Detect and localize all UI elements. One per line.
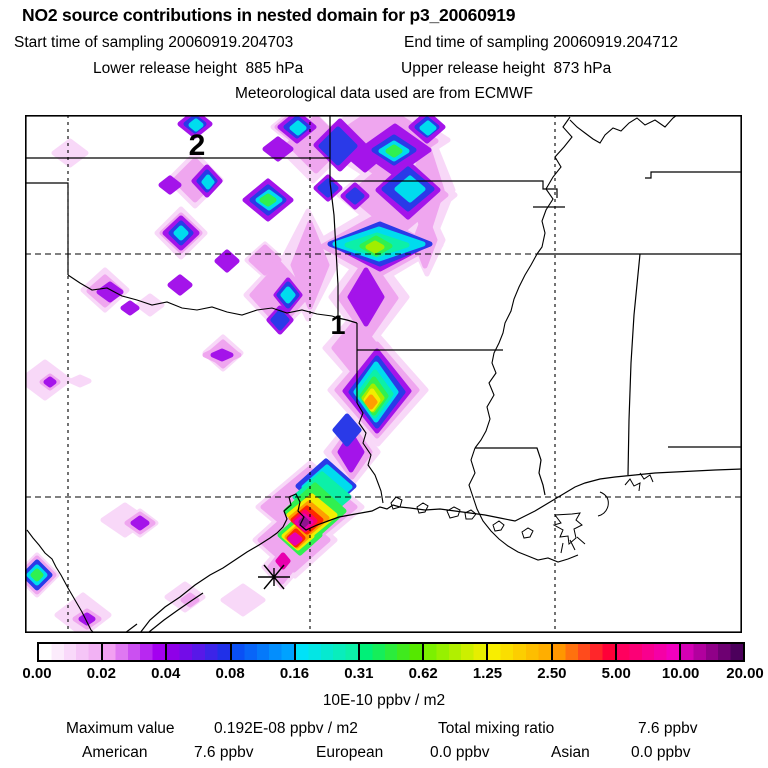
colorbar-tick-label: 5.00 [601, 665, 631, 682]
plume-contour [30, 568, 44, 582]
plume-contour [365, 240, 385, 254]
colorbar-segment [231, 644, 296, 660]
colorbar-segment [424, 644, 489, 660]
plume-contour [280, 286, 296, 304]
map-border [25, 115, 743, 634]
source-american-label: American [82, 744, 148, 761]
state-borders [25, 115, 742, 496]
plume-contour [350, 147, 380, 173]
plume-contour [43, 376, 57, 388]
plume-contour [167, 274, 193, 296]
mixing-ratio-label: Total mixing ratio [438, 720, 555, 737]
colorbar-tick-label: 0.08 [215, 665, 245, 682]
plume-contour [180, 592, 200, 608]
plume-contour [210, 348, 234, 362]
colorbar-segment [39, 644, 104, 660]
plume-contour [188, 118, 204, 132]
start-time-label: Start time of sampling 20060919.204703 [14, 34, 294, 51]
colorbar-segment [167, 644, 232, 660]
source-american-value: 7.6 ppbv [194, 744, 254, 761]
plume-contour [289, 120, 307, 136]
plume-contour [332, 413, 362, 447]
source-european-value: 0.0 ppbv [430, 744, 490, 761]
plume-contour [51, 138, 89, 168]
upper-release-label: Upper release height 873 hPa [401, 60, 612, 77]
plume-contour [214, 249, 240, 273]
wetlands-delta [390, 472, 654, 554]
colorbar-tick-label: 1.25 [472, 665, 503, 682]
colorbar-tick-label: 0.31 [344, 665, 374, 682]
colorbar: 0.00 0.02 0.04 0.08 0.16 0.31 0.62 1.25 2.50 5.00… [22, 642, 764, 686]
plume-contour [270, 309, 290, 331]
colorbar-tick-label: 20.00 [726, 665, 764, 682]
colorbar-tick-label: 0.62 [408, 665, 438, 682]
mixing-ratio-value: 7.6 ppbv [638, 720, 698, 737]
receptor-asterisk-icon [258, 564, 290, 590]
concentration-map: 2 1 [14, 93, 743, 638]
plume-contour [158, 175, 182, 195]
plume-contour [68, 374, 92, 388]
source-european-label: European [316, 744, 384, 761]
lower-release-label: Lower release height 885 hPa [93, 60, 304, 77]
rivers [26, 114, 678, 634]
colorbar-segment [103, 644, 168, 660]
colorbar-gradient [37, 642, 745, 662]
max-value: 0.192E-08 ppbv / m2 [214, 720, 358, 737]
plume-contour [201, 174, 215, 190]
max-value-label: Maximum value [66, 720, 175, 737]
colorbar-segment [552, 644, 617, 660]
colorbar-tick-label: 2.50 [537, 665, 567, 682]
plume-contour [259, 193, 277, 207]
colorbar-segment [488, 644, 553, 660]
plume-contour [220, 583, 266, 617]
map-panel: 2 1 [14, 93, 743, 638]
plume-contour [130, 515, 150, 531]
colorbar-tick-label: 0.16 [279, 665, 310, 682]
source-asian-value: 0.0 ppbv [631, 744, 691, 761]
colorbar-segment [616, 644, 681, 660]
colorbar-tick-label: 0.02 [86, 665, 116, 682]
colorbar-segment [359, 644, 425, 660]
coastline [124, 468, 743, 634]
plume-contour [394, 175, 426, 203]
met-data-label: Meteorological data used are from ECMWF [234, 85, 534, 102]
colorbar-tick-label: 0.00 [22, 665, 52, 682]
colorbar-unit-label: 10E-10 ppbv / m2 [322, 692, 446, 709]
plume-contour [287, 532, 303, 546]
plume-contour [262, 136, 294, 162]
source-asian-label: Asian [551, 744, 590, 761]
colorbar-segment [295, 644, 360, 660]
plume-contour [364, 394, 378, 410]
plume-contour [347, 267, 385, 327]
colorbar-tick-label: 0.04 [151, 665, 181, 682]
plume-contour [317, 178, 339, 198]
plume-contour [419, 120, 437, 136]
end-time-label: End time of sampling 20060919.204712 [404, 34, 679, 51]
colorbar-segment [680, 644, 744, 660]
plume-contour [173, 225, 189, 241]
plume-contours [14, 93, 458, 638]
source-marker-2: 2 [189, 129, 206, 162]
page-title: NO2 source contributions in nested domai… [22, 5, 516, 25]
plume-contour [385, 144, 403, 158]
plume-contour [120, 300, 140, 316]
source-marker-1: 1 [330, 310, 345, 340]
colorbar-tick-label: 10.00 [661, 665, 700, 682]
plume-contour [135, 293, 165, 317]
plume-contour [345, 187, 365, 205]
